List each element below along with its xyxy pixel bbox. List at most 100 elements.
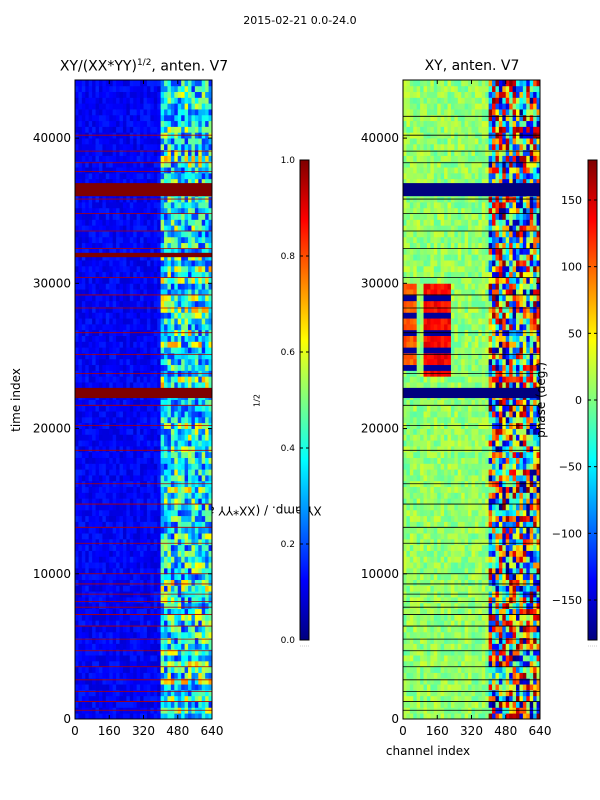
amp-heat-cell	[198, 260, 203, 267]
phase-heat-cell	[420, 701, 424, 708]
amp-heat-cell	[140, 277, 144, 284]
amp-heat-cell	[95, 358, 100, 366]
amp-heat-cell	[133, 486, 138, 493]
amp-heat-cell	[136, 85, 141, 93]
amp-heat-cell	[160, 538, 165, 546]
amp-heat-cell	[191, 521, 196, 528]
phase-heat-cell	[533, 695, 537, 702]
amp-heat-cell	[88, 138, 93, 145]
amp-heat-cell	[140, 492, 144, 499]
amp-heat-cell	[136, 579, 141, 586]
amp-heat-cell	[184, 341, 189, 348]
amp-heat-cell	[140, 498, 144, 505]
amp-heat-cell	[119, 213, 124, 220]
amp-heat-cell	[92, 376, 96, 383]
amp-heat-cell	[136, 672, 141, 679]
amp-title-exponent: 1/2	[136, 58, 152, 68]
amp-heat-cell	[95, 120, 100, 127]
amp-heat-cell	[98, 515, 103, 522]
amp-heat-cell	[112, 550, 117, 557]
amp-heat-cell	[191, 178, 196, 185]
amp-heat-cell	[126, 445, 131, 453]
amp-heat-cell	[136, 318, 141, 325]
amp-heat-cell	[136, 556, 141, 563]
amp-heat-cell	[170, 643, 175, 650]
amp-heat-cell	[153, 207, 158, 215]
amp-heat-cell	[153, 114, 158, 122]
amp-heat-cell	[157, 335, 162, 342]
amp-heat-cell	[85, 225, 90, 232]
amp-heat-cell	[119, 411, 124, 418]
amp-heat-cell	[205, 678, 209, 685]
amp-heat-cell	[109, 271, 114, 278]
amp-heat-cell	[85, 347, 90, 354]
phase-heat-cell	[444, 684, 448, 691]
amp-heat-cell	[95, 649, 100, 656]
amp-heat-cell	[78, 207, 83, 215]
amp-heat-cell	[133, 515, 138, 522]
amp-heat-cell	[109, 527, 114, 534]
amp-heat-cell	[116, 219, 120, 226]
amp-heat-cell	[170, 300, 175, 307]
amp-heat-cell	[181, 318, 185, 325]
amp-heat-cell	[146, 509, 151, 517]
amp-heat-cell	[191, 550, 196, 557]
amp-heat-cell	[170, 672, 175, 679]
amp-heat-cell	[167, 550, 172, 557]
phase-heat-cell	[516, 695, 520, 702]
amp-heat-cell	[205, 504, 209, 511]
amp-heat-cell	[112, 434, 117, 441]
amp-heat-cell	[191, 300, 196, 307]
amp-heat-cell	[102, 556, 107, 563]
amp-heat-cell	[194, 254, 199, 261]
amp-heat-cell	[88, 103, 93, 110]
amp-heat-cell	[188, 428, 192, 435]
amp-heat-cell	[181, 660, 185, 668]
amp-heat-cell	[181, 585, 185, 592]
amp-heat-cell	[81, 97, 86, 104]
phase-heat-cell	[444, 649, 448, 656]
amp-heat-cell	[188, 231, 192, 238]
amp-heat-cell	[92, 242, 96, 249]
amp-heat-cell	[160, 451, 165, 458]
amp-heat-cell	[81, 550, 86, 557]
amp-heat-cell	[122, 538, 127, 546]
amp-heat-cell	[198, 579, 203, 586]
amp-heat-cell	[119, 573, 124, 580]
phase-heat-cell	[481, 643, 486, 650]
amp-heat-cell	[157, 597, 162, 604]
amp-heat-cell	[140, 573, 144, 580]
amp-heat-cell	[133, 271, 138, 278]
phase-heat-cell	[426, 713, 431, 720]
amp-heat-cell	[116, 300, 120, 307]
amp-heat-cell	[191, 341, 196, 348]
amp-heat-cell	[150, 155, 155, 162]
amp-heat-cell	[194, 567, 199, 575]
amp-heat-cell	[198, 521, 203, 528]
amp-heat-cell	[105, 254, 110, 261]
phase-heat-cell	[474, 672, 479, 679]
amp-heat-cell	[81, 579, 86, 586]
amp-heat-cell	[205, 620, 209, 627]
amp-heat-cell	[167, 457, 172, 464]
amp-heat-cell	[198, 533, 203, 540]
amp-heat-cell	[177, 277, 182, 284]
amp-heat-cell	[205, 178, 209, 185]
amp-heat-cell	[81, 405, 86, 412]
phase-heat-cell	[536, 684, 541, 691]
amp-heat-cell	[201, 289, 206, 296]
amp-heat-cell	[81, 544, 86, 551]
amp-heat-cell	[174, 689, 179, 697]
amp-title-suffix: , anten. V7	[151, 58, 229, 75]
amp-heat-cell	[126, 556, 131, 563]
amp-heat-cell	[194, 323, 199, 331]
amp-heat-cell	[92, 695, 96, 702]
amp-heat-cell	[126, 521, 131, 528]
phase-heat-cell	[403, 713, 407, 720]
amp-heat-cell	[98, 445, 103, 453]
amp-heat-cell	[143, 219, 148, 226]
amp-heat-cell	[160, 260, 165, 267]
amp-heat-cell	[174, 649, 179, 656]
amp-heat-cell	[201, 201, 206, 209]
amp-heat-cell	[160, 678, 165, 685]
